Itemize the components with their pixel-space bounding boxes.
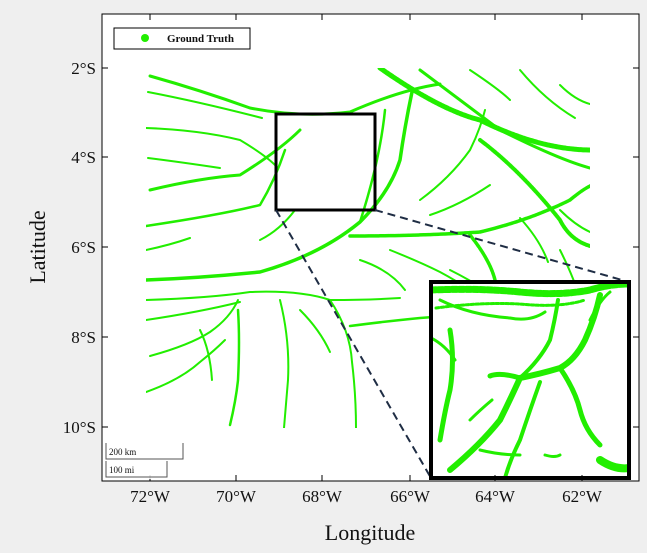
- scale-bar: 200 km 100 mi: [103, 441, 185, 479]
- y-tick-label: 10°S: [63, 418, 96, 437]
- legend-label: Ground Truth: [167, 33, 234, 45]
- x-tick-label: 64°W: [475, 487, 516, 506]
- legend: Ground Truth: [113, 27, 251, 50]
- zoom-inset: [429, 280, 631, 480]
- y-tick-label: 6°S: [71, 238, 96, 257]
- zoom-region-box: [274, 112, 377, 212]
- tick-marks: [102, 14, 639, 481]
- x-tick-label: 66°W: [390, 487, 431, 506]
- x-axis-title: Longitude: [325, 520, 415, 545]
- y-tick-label: 8°S: [71, 328, 96, 347]
- legend-marker: [141, 34, 149, 42]
- y-tick-label: 2°S: [71, 59, 96, 78]
- y-tick-label: 4°S: [71, 148, 96, 167]
- x-tick-label: 72°W: [130, 487, 171, 506]
- scale-mi-label: 100 mi: [109, 465, 135, 475]
- zoom-connector-right: [374, 209, 630, 283]
- y-axis-title: Latitude: [25, 210, 50, 283]
- x-tick-label: 70°W: [216, 487, 257, 506]
- x-tick-label: 68°W: [302, 487, 343, 506]
- river-network: [146, 68, 590, 428]
- x-tick-label: 62°W: [562, 487, 603, 506]
- scale-km-label: 200 km: [109, 447, 136, 457]
